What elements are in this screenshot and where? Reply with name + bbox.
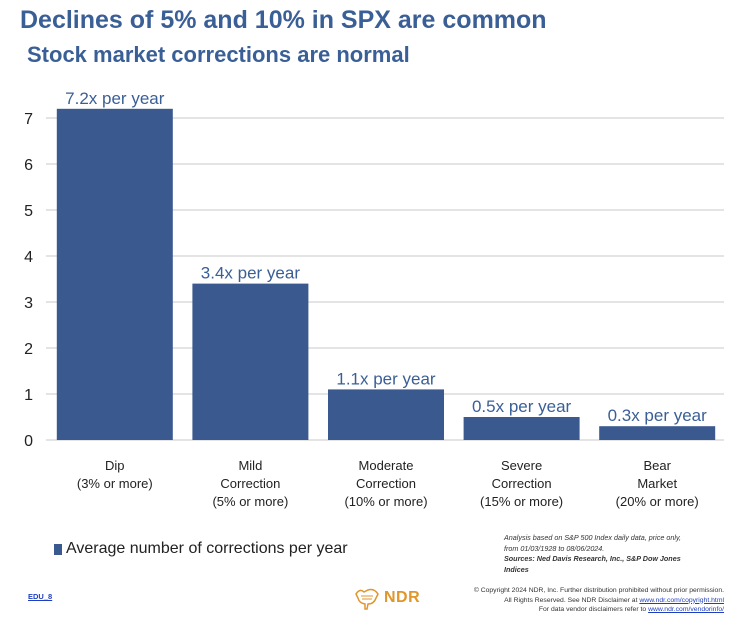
- y-tick-label: 5: [24, 203, 33, 220]
- data-label: 1.1x per year: [336, 369, 436, 388]
- x-tick-label: Bear: [643, 458, 671, 473]
- legend-swatch: [54, 543, 62, 555]
- y-tick-label: 1: [24, 387, 33, 404]
- data-labels: 7.2x per year 3.4x per year 1.1x per year 0…: [65, 89, 707, 425]
- y-tick-label: 6: [24, 157, 33, 174]
- analysis-line-2: from 01/03/1928 to 08/06/2024.: [504, 543, 605, 553]
- sources-note: Sources: Ned Davis Research, Inc., S&P D…: [504, 554, 681, 574]
- chart-title: Declines of 5% and 10% in SPX are common: [20, 6, 547, 34]
- y-tick-label: 7: [24, 111, 33, 128]
- x-tick-label: Dip: [105, 458, 125, 473]
- x-tick-label: (20% or more): [616, 494, 699, 509]
- copyright-line-1: © Copyright 2024 NDR, Inc. Further distr…: [473, 587, 724, 594]
- vendor-link[interactable]: www.ndr.com/vendorinfo/: [648, 606, 724, 613]
- legend-label: Average number of corrections per year: [66, 540, 348, 557]
- bull-bear-icon: [355, 588, 379, 610]
- bar: [463, 417, 580, 440]
- x-tick-label: (10% or more): [344, 494, 427, 509]
- y-tick-label: 3: [24, 295, 33, 312]
- x-tick-label: Market: [637, 476, 677, 491]
- edu-code-link[interactable]: EDU_8: [28, 592, 53, 601]
- y-tick-label: 0: [24, 433, 33, 450]
- copyright-line-3: For data vendor disclaimers refer to www…: [424, 605, 724, 615]
- x-tick-label: Severe: [501, 458, 542, 473]
- copyright-line-2: All Rights Reserved. See NDR Disclaimer …: [424, 596, 724, 606]
- analysis-line-1: Analysis based on S&P 500 Index daily da…: [504, 533, 681, 542]
- x-tick-label: Moderate: [359, 458, 414, 473]
- chart-subtitle: Stock market corrections are normal: [27, 42, 410, 67]
- bar: [56, 108, 173, 441]
- x-tick-label: (15% or more): [480, 494, 563, 509]
- copyright-link[interactable]: www.ndr.com/copyright.html: [639, 596, 724, 604]
- data-label: 7.2x per year: [65, 89, 165, 108]
- x-tick-label: Correction: [492, 476, 552, 491]
- x-tick-label: Correction: [356, 476, 416, 491]
- data-label: 3.4x per year: [201, 264, 301, 283]
- copyright-notice: © Copyright 2024 NDR, Inc. Further distr…: [424, 586, 724, 615]
- x-tick-label: (5% or more): [212, 494, 288, 509]
- analysis-note: Analysis based on S&P 500 Index daily da…: [504, 533, 704, 575]
- ndr-logo: NDR: [354, 586, 420, 610]
- bars: [56, 108, 716, 441]
- x-axis-labels: Dip (3% or more) Mild Correction (5% or more…: [77, 458, 699, 509]
- y-tick-label: 2: [24, 341, 33, 358]
- legend: Average number of corrections per year: [54, 540, 348, 558]
- bar: [192, 283, 309, 440]
- logo-text: NDR: [384, 589, 421, 606]
- y-tick-label: 4: [24, 249, 33, 266]
- x-tick-label: Correction: [220, 476, 280, 491]
- x-tick-label: Mild: [238, 458, 262, 473]
- bar: [328, 389, 444, 440]
- y-axis-ticks: 0 1 2 3 4 5 6 7: [24, 111, 33, 450]
- x-tick-label: (3% or more): [77, 476, 153, 491]
- data-label: 0.3x per year: [608, 406, 708, 425]
- copyright-text-3: For data vendor disclaimers refer to: [538, 606, 647, 613]
- bar: [599, 426, 716, 440]
- data-label: 0.5x per year: [472, 397, 572, 416]
- copyright-text-2: All Rights Reserved. See NDR Disclaimer …: [504, 596, 638, 604]
